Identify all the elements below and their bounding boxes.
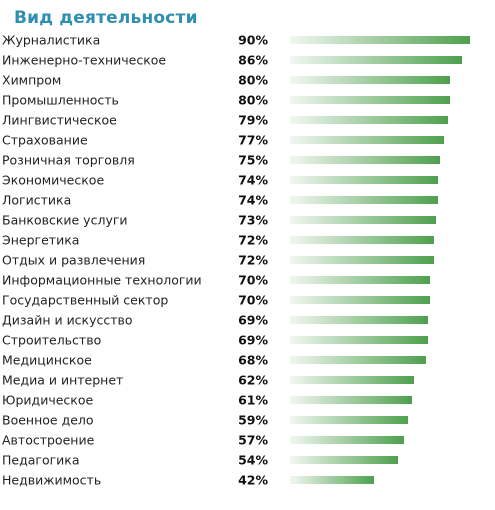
value-label: 68% [238,353,268,368]
category-label: Розничная торговля [2,153,135,168]
bar [290,56,462,64]
value-label: 75% [238,153,268,168]
bar [290,396,412,404]
value-label: 59% [238,413,268,428]
category-label: Энергетика [2,233,79,248]
value-label: 69% [238,333,268,348]
category-label: Банковские услуги [2,213,128,228]
bar-rows: Журналистика 90% Инженерно-техническое 86% Х… [2,33,470,488]
category-label: Недвижимость [2,473,101,488]
bar [290,76,450,84]
bar [290,276,430,284]
bar [290,416,408,424]
value-label: 42% [238,473,268,488]
bar [290,216,436,224]
category-label: Медицинское [2,353,92,368]
value-label: 70% [238,273,268,288]
category-label: Педагогика [2,453,80,468]
category-label: Автостроение [2,433,95,448]
category-label: Промышленность [2,93,119,108]
value-label: 79% [238,113,268,128]
bar [290,236,434,244]
value-label: 77% [238,133,268,148]
category-label: Экономическое [2,173,104,188]
value-label: 80% [238,93,268,108]
bar [290,296,430,304]
value-label: 74% [238,193,268,208]
bar [290,196,438,204]
bar [290,176,438,184]
bar [290,256,434,264]
value-label: 80% [238,73,268,88]
value-label: 69% [238,313,268,328]
value-label: 54% [238,453,268,468]
category-label: Дизайн и искусство [2,313,133,328]
value-label: 74% [238,173,268,188]
bar [290,436,404,444]
category-label: Медиа и интернет [2,373,123,388]
bar [290,96,450,104]
value-label: 72% [238,233,268,248]
chart-title: Вид деятельности [14,8,198,28]
bar [290,456,398,464]
category-label: Лингвистическое [2,113,117,128]
category-label: Журналистика [2,33,100,48]
bar [290,316,428,324]
category-label: Строительство [2,333,101,348]
bar [290,476,374,484]
bar [290,156,440,164]
value-label: 70% [238,293,268,308]
bar [290,376,414,384]
value-label: 72% [238,253,268,268]
value-label: 62% [238,373,268,388]
bar [290,136,444,144]
category-label: Инженерно-техническое [2,53,166,68]
value-label: 90% [238,33,268,48]
category-label: Отдых и развлечения [2,253,145,268]
category-label: Химпром [2,73,61,88]
bar [290,116,448,124]
category-label: Страхование [2,133,88,148]
bar [290,36,470,44]
bar [290,336,428,344]
value-label: 73% [238,213,268,228]
value-label: 61% [238,393,268,408]
category-label: Военное дело [2,413,94,428]
category-label: Логистика [2,193,71,208]
value-label: 86% [238,53,268,68]
category-label: Юридическое [2,393,93,408]
value-label: 57% [238,433,268,448]
category-label: Государственный сектор [2,293,168,308]
category-label: Информационные технологии [2,273,202,288]
bar [290,356,426,364]
